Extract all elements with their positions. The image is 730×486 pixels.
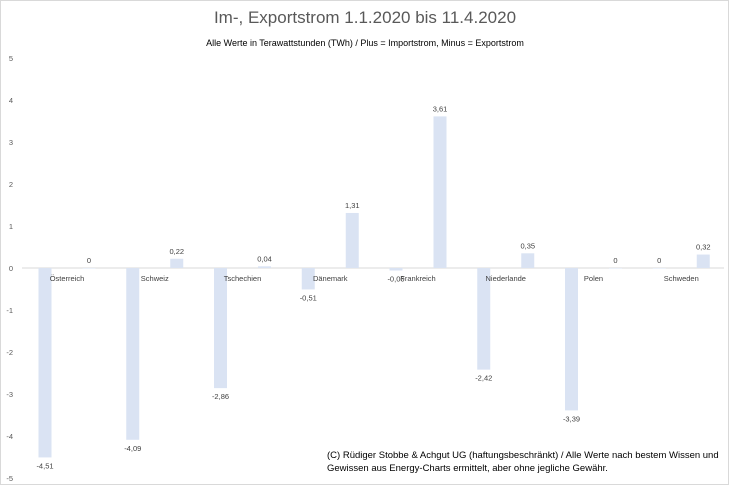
y-tick-label: -1 <box>6 306 13 315</box>
data-label: -3,39 <box>563 414 580 423</box>
data-label: 0,32 <box>696 243 711 252</box>
x-category-label: Schweden <box>664 274 699 283</box>
x-category-label: Dänemark <box>313 274 348 283</box>
x-category-label: Tschechien <box>224 274 262 283</box>
y-tick-label: -2 <box>6 348 13 357</box>
y-tick-label: 1 <box>9 222 13 231</box>
x-category-label: Frankreich <box>400 274 435 283</box>
data-label: 0 <box>87 256 91 265</box>
x-category-label: Österreich <box>50 274 85 283</box>
y-tick-label: 2 <box>9 180 13 189</box>
bar <box>82 268 96 269</box>
data-label: 1,31 <box>345 201 360 210</box>
data-label: 0,35 <box>520 241 535 250</box>
copyright-footnote: (C) Rüdiger Stobbe & Achgut UG (haftungs… <box>327 450 719 474</box>
x-category-label: Schweiz <box>141 274 169 283</box>
bar <box>389 268 403 271</box>
chart-subtitle: Alle Werte in Terawattstunden (TWh) / Pl… <box>206 38 524 48</box>
data-label: 3,61 <box>433 104 448 113</box>
bar <box>433 116 447 268</box>
data-label: 0 <box>613 256 617 265</box>
y-tick-label: -3 <box>6 390 13 399</box>
bar <box>565 268 578 411</box>
bar <box>696 254 710 268</box>
data-label: -4,09 <box>124 444 141 453</box>
bar <box>214 268 227 389</box>
x-category-label: Polen <box>584 274 603 283</box>
x-category-label: Niederlande <box>486 274 526 283</box>
data-label: -0,06 <box>387 275 404 284</box>
data-label: -0,51 <box>300 293 317 302</box>
y-tick-label: -4 <box>6 432 13 441</box>
bar <box>609 268 622 269</box>
y-tick-label: 4 <box>9 96 13 105</box>
bar <box>301 268 315 290</box>
bar <box>477 268 491 370</box>
data-label: -4,51 <box>36 461 53 470</box>
data-label: -2,42 <box>475 374 492 383</box>
bar <box>38 268 52 458</box>
y-tick-label: 0 <box>9 264 13 273</box>
bar <box>258 266 271 268</box>
data-label: 0,04 <box>257 254 272 263</box>
bar <box>345 212 359 268</box>
y-tick-label: -5 <box>6 474 13 483</box>
bar <box>652 268 666 269</box>
bar <box>521 253 535 268</box>
bar <box>126 268 140 440</box>
data-label: 0 <box>657 256 661 265</box>
data-label: -2,86 <box>212 392 229 401</box>
bar <box>170 258 184 268</box>
chart-title: Im-, Exportstrom 1.1.2020 bis 11.4.2020 <box>213 8 517 27</box>
y-tick-label: 5 <box>9 54 13 63</box>
data-label: 0,22 <box>169 247 184 256</box>
y-tick-label: 3 <box>9 138 13 147</box>
